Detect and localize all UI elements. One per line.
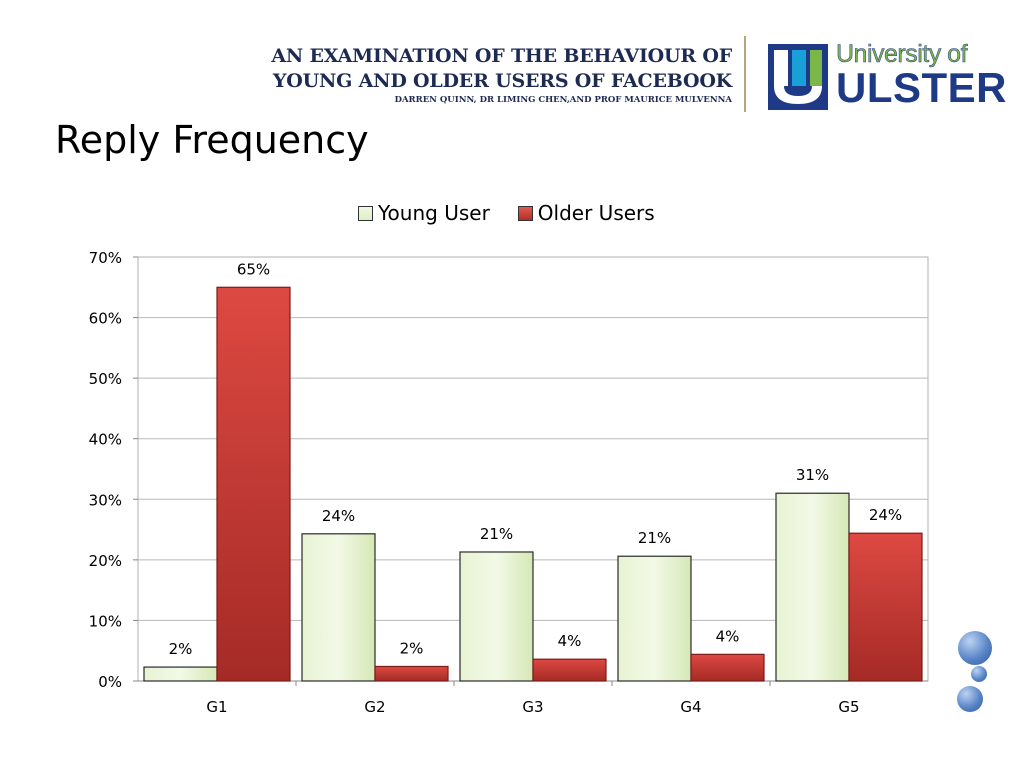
y-tick-label: 50%: [89, 370, 122, 388]
x-tick-label: G2: [364, 698, 385, 716]
data-label: 24%: [869, 506, 902, 524]
y-tick-label: 20%: [89, 552, 122, 570]
bar-older-users: [532, 658, 607, 682]
header-title-line1: AN EXAMINATION OF THE BEHAVIOUR OF: [271, 45, 732, 67]
legend-item-young: Young User: [358, 201, 490, 225]
bar-older-users: [216, 286, 291, 682]
chart-legend: Young User Older Users: [358, 199, 683, 227]
y-tick-label: 70%: [89, 249, 122, 267]
bar-older-users: [374, 665, 449, 682]
bar-young-user: [459, 551, 534, 682]
legend-label-older: Older Users: [537, 201, 655, 225]
decorative-bubble-large: [958, 631, 992, 665]
data-label: 21%: [480, 525, 513, 543]
bar-young-user: [617, 555, 692, 682]
data-label: 31%: [796, 466, 829, 484]
bar-young-user: [775, 492, 850, 682]
x-tick-label: G4: [680, 698, 701, 716]
bar-older-users: [690, 653, 765, 682]
bar-older-users: [848, 532, 923, 682]
data-label: 4%: [716, 627, 740, 645]
data-label: 4%: [558, 632, 582, 650]
decorative-bubble-small: [971, 666, 987, 682]
legend-swatch-older: [517, 205, 533, 221]
header-authors: DARREN QUINN, DR LIMING CHEN,AND PROF MA…: [394, 95, 732, 105]
data-label: 21%: [638, 529, 671, 547]
data-label: 24%: [322, 507, 355, 525]
data-label: 2%: [169, 640, 193, 658]
legend-label-young: Young User: [378, 201, 490, 225]
data-label: 2%: [400, 639, 424, 657]
y-tick-label: 0%: [98, 673, 122, 691]
ulster-emblem-icon: [768, 44, 828, 110]
bar-young-user: [301, 533, 376, 682]
legend-item-older: Older Users: [517, 201, 655, 225]
x-tick-label: G3: [522, 698, 543, 716]
y-tick-label: 60%: [89, 310, 122, 328]
legend-swatch-young: [358, 205, 373, 221]
x-tick-label: G5: [838, 698, 859, 716]
bar-young-user: [143, 666, 218, 682]
decorative-bubble-medium: [957, 686, 983, 712]
logo-text-university: University of: [836, 40, 968, 69]
y-tick-label: 10%: [89, 612, 122, 630]
x-tick-label: G1: [206, 698, 227, 716]
header-divider: [744, 36, 746, 112]
y-tick-label: 30%: [89, 491, 122, 509]
university-logo: University of ULSTER: [766, 40, 1007, 114]
data-label: 65%: [237, 260, 270, 278]
y-tick-label: 40%: [89, 431, 122, 449]
slide-title: Reply Frequency: [55, 118, 369, 162]
presentation-header: AN EXAMINATION OF THE BEHAVIOUR OF YOUNG…: [270, 44, 732, 106]
logo-text-ulster: ULSTER: [836, 64, 1007, 111]
header-title-line2: YOUNG AND OLDER USERS OF FACEBOOK: [272, 70, 732, 92]
